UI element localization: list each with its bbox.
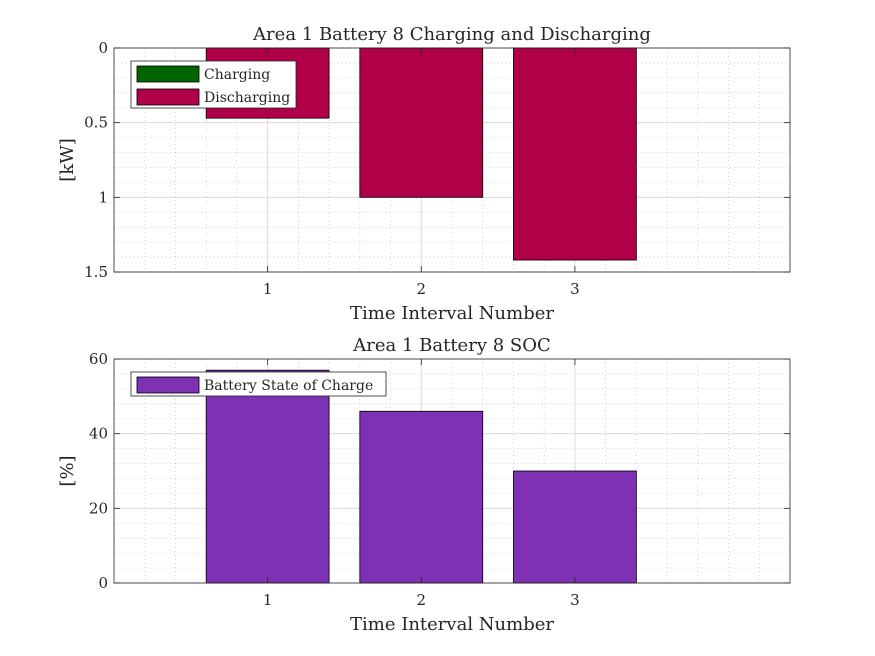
y-tick-label: 40	[89, 425, 108, 443]
y-tick-label: 0	[98, 574, 108, 592]
bar	[513, 47, 637, 261]
bar	[205, 369, 330, 584]
chart-title: Area 1 Battery 8 Charging and Dischargin…	[252, 24, 651, 45]
y-tick-label: 1.5	[84, 263, 108, 281]
y-tick-label: 1	[98, 188, 108, 206]
legend: Battery State of Charge	[130, 371, 387, 397]
y-tick-label: 60	[89, 350, 108, 368]
bar	[359, 47, 484, 198]
legend-label: Charging	[204, 67, 270, 83]
legend-swatch	[136, 376, 200, 394]
legend-label: Battery State of Charge	[204, 378, 373, 394]
y-axis-label: [%]	[57, 455, 78, 486]
x-tick-label: 1	[263, 591, 273, 609]
soc-plot: 1 2 3 0 20 40 60 Area 1 Battery 8 SOC Time Inter…	[57, 335, 791, 635]
x-axis-label: Time Interval Number	[350, 614, 554, 635]
bar	[513, 470, 637, 584]
series-battery-state-of-charge	[205, 369, 637, 584]
chart-title: Area 1 Battery 8 SOC	[352, 335, 551, 356]
charging-discharging-plot: 1 2 3 0 0.5 1 1.5 Area 1 Battery 8 Charging and…	[57, 24, 791, 324]
y-tick-label: 0.5	[84, 114, 108, 132]
legend: Charging Discharging	[130, 60, 297, 109]
axes-box	[113, 47, 791, 273]
legend-swatch	[136, 88, 200, 106]
x-tick-label: 1	[263, 280, 273, 298]
bar	[359, 410, 484, 584]
x-tick-label: 2	[416, 280, 426, 298]
y-axis-label: [kW]	[57, 138, 78, 181]
x-tick-label: 2	[416, 591, 426, 609]
legend-label: Discharging	[204, 90, 290, 106]
y-tick-label: 20	[89, 499, 108, 517]
legend-swatch	[136, 65, 200, 83]
x-tick-label: 3	[570, 280, 580, 298]
y-tick-label: 0	[98, 39, 108, 57]
series-discharging	[205, 47, 637, 261]
x-tick-label: 3	[570, 591, 580, 609]
axes-box	[113, 358, 791, 584]
x-axis-label: Time Interval Number	[350, 303, 554, 324]
